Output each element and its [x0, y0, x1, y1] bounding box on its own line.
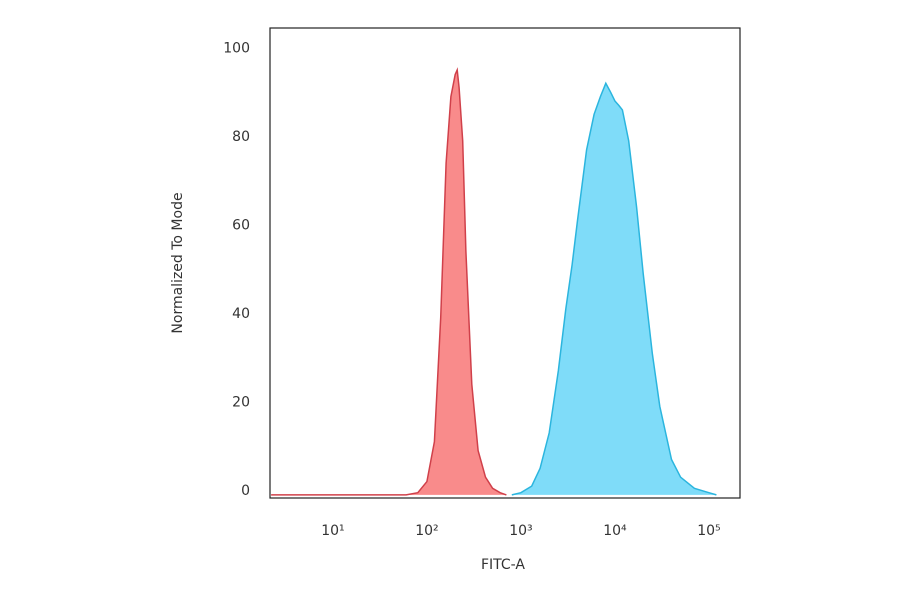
histogram-outline [271, 67, 507, 496]
histogram-area [271, 70, 507, 495]
y-tick-label: 80 [232, 129, 250, 145]
plot-frame [269, 27, 741, 499]
y-tick-label: 60 [232, 217, 250, 233]
y-axis-label: Normalized To Mode [170, 192, 186, 333]
y-tick-label: 100 [223, 40, 250, 56]
x-tick-label: 10² [415, 523, 438, 539]
histogram-area [511, 83, 717, 495]
x-tick-label: 10¹ [321, 523, 344, 539]
x-axis-label: FITC-A [481, 557, 525, 573]
x-tick-label: 10⁴ [603, 523, 627, 539]
histogram-outline [511, 81, 717, 496]
y-tick-label: 0 [241, 483, 250, 499]
y-tick-label: 20 [232, 394, 250, 410]
x-tick-label: 10³ [509, 523, 532, 539]
x-tick-label: 10⁵ [697, 523, 720, 539]
y-tick-label: 40 [232, 306, 250, 322]
